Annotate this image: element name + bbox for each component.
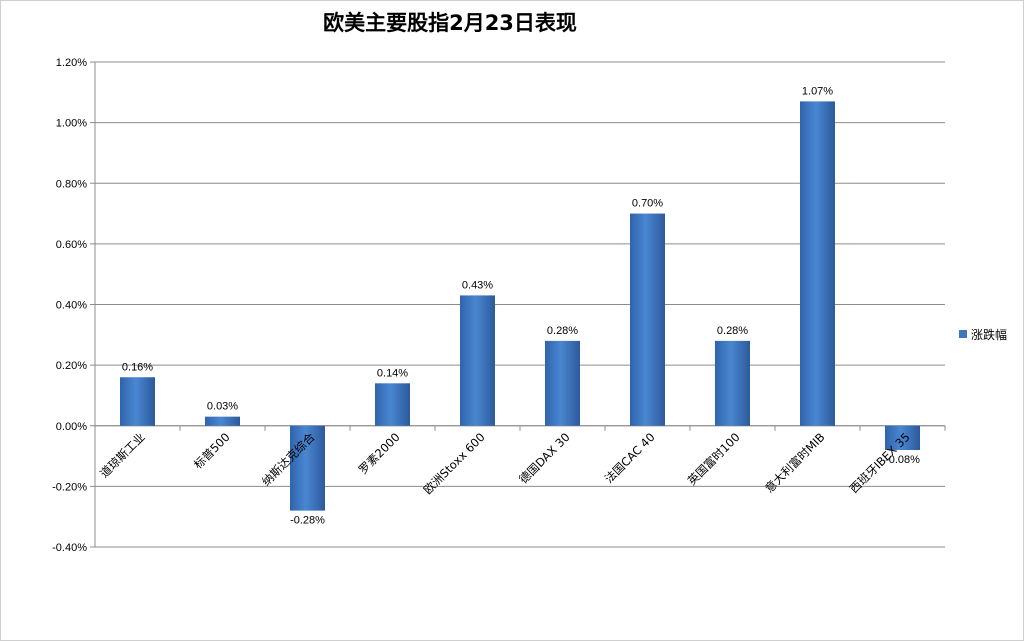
- bar: [375, 383, 410, 426]
- legend-label: 涨跌幅: [971, 327, 1007, 342]
- data-label: -0.08%: [885, 454, 920, 466]
- data-label: 0.14%: [377, 367, 408, 379]
- bar: [290, 425, 325, 511]
- category-label: 德国DAX 30: [516, 430, 572, 486]
- data-label: 0.70%: [632, 198, 663, 210]
- category-label: 道琼斯工业: [97, 430, 148, 481]
- data-label: 0.03%: [207, 401, 238, 413]
- bar: [205, 416, 240, 426]
- bar: [885, 425, 920, 450]
- y-tick-label: 1.00%: [56, 118, 87, 130]
- data-label: 0.28%: [717, 325, 748, 337]
- data-label: 0.28%: [547, 325, 578, 337]
- category-label: 法国CAC 40: [602, 430, 658, 486]
- data-label: 1.07%: [802, 85, 833, 97]
- y-tick-label: 1.20%: [56, 57, 87, 69]
- category-label: 英国富时100: [685, 430, 743, 488]
- bar: [545, 340, 580, 426]
- category-label: 欧洲Stoxx 600: [421, 430, 488, 497]
- category-label: 罗素2000: [356, 430, 403, 477]
- bar: [460, 295, 495, 426]
- y-tick-label: 0.60%: [56, 239, 87, 251]
- y-tick-label: 0.00%: [56, 421, 87, 433]
- category-label: 标普500: [191, 430, 233, 472]
- chart-title: 欧美主要股指2月23日表现: [323, 11, 577, 35]
- y-tick-label: 0.40%: [56, 300, 87, 312]
- legend: 涨跌幅: [959, 327, 1007, 342]
- data-label: 0.43%: [462, 279, 493, 291]
- category-label: 意大利富时MIB: [762, 430, 828, 496]
- data-labels: 0.16% 0.03% -0.28% 0.14% 0.43% 0.28% 0.70% 0.28…: [122, 85, 920, 526]
- y-tick-label: -0.40%: [52, 542, 87, 554]
- bar: [715, 340, 750, 426]
- data-label: -0.28%: [290, 515, 325, 527]
- legend-swatch: [959, 330, 967, 338]
- y-tick-label: -0.20%: [52, 481, 87, 493]
- bar: [800, 101, 835, 426]
- y-tick-label: 0.20%: [56, 360, 87, 372]
- bar: [630, 213, 665, 426]
- bar: [120, 377, 155, 426]
- y-tick-label: 0.80%: [56, 178, 87, 190]
- bars: [120, 101, 920, 511]
- data-label: 0.16%: [122, 361, 153, 373]
